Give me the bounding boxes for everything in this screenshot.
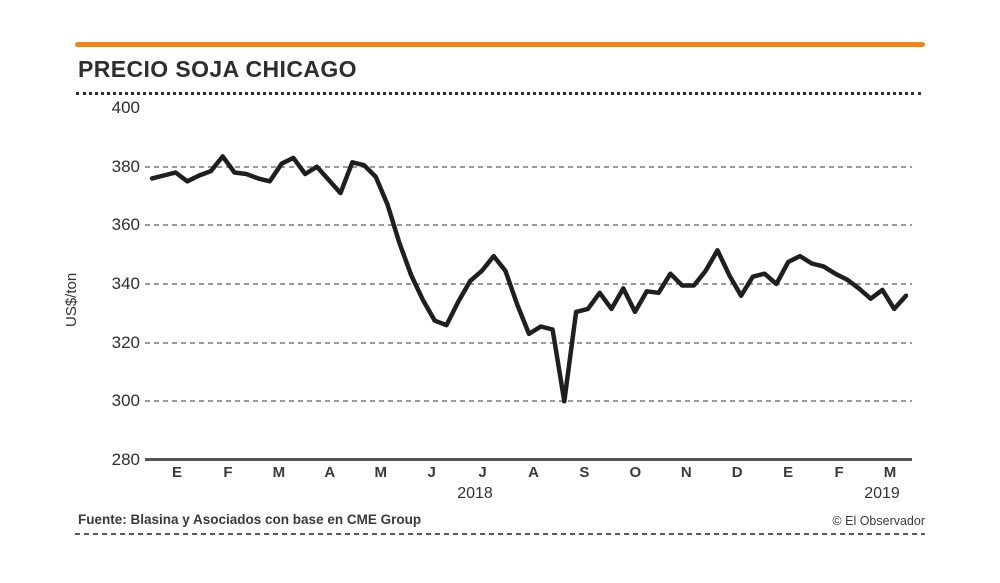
x-month-label-11-D: D	[731, 464, 743, 481]
copyright-credit: © El Observador	[832, 514, 925, 528]
price-line-series	[149, 154, 909, 404]
footer-dashed-divider	[75, 533, 925, 535]
gridline-300	[145, 400, 912, 403]
title-dotted-divider	[76, 92, 921, 95]
x-month-label-0-E: E	[171, 464, 182, 481]
x-axis-baseline	[145, 458, 912, 461]
x-month-label-13-F: F	[834, 464, 844, 481]
x-month-label-8-S: S	[579, 464, 590, 481]
price-line-plot	[149, 154, 909, 404]
x-month-label-9-O: O	[629, 464, 642, 481]
y-tick-label-280: 280	[111, 450, 140, 469]
x-month-label-1-F: F	[223, 464, 233, 481]
y-tick-label-400: 400	[111, 98, 140, 117]
x-month-label-6-J: J	[478, 464, 487, 481]
source-note: Fuente: Blasina y Asociados con base en …	[78, 512, 422, 527]
accent-bar	[75, 42, 925, 47]
x-month-label-12-E: E	[783, 464, 794, 481]
x-year-label-2018: 2018	[457, 485, 493, 502]
x-month-label-4-M: M	[374, 464, 387, 481]
y-tick-label-360: 360	[111, 215, 140, 235]
x-year-label-2019: 2019	[864, 485, 900, 502]
x-month-label-5-J: J	[427, 464, 436, 481]
x-month-label-2-M: M	[272, 464, 286, 481]
y-axis-unit-label: US$/ton	[63, 272, 80, 328]
gridline-380	[145, 165, 912, 168]
x-month-label-10-N: N	[680, 464, 692, 481]
y-tick-label-380: 380	[111, 156, 140, 176]
gridline-320	[145, 341, 912, 344]
page-title: PRECIO SOJA CHICAGO	[78, 56, 357, 82]
y-tick-label-300: 300	[111, 391, 140, 411]
y-tick-label-340: 340	[111, 274, 140, 293]
gridline-360	[145, 224, 912, 227]
x-month-label-7-A: A	[528, 464, 539, 481]
y-tick-label-320: 320	[111, 332, 140, 352]
x-month-label-3-A: A	[324, 464, 336, 481]
x-month-label-14-M: M	[883, 464, 897, 481]
gridline-340	[145, 283, 912, 285]
